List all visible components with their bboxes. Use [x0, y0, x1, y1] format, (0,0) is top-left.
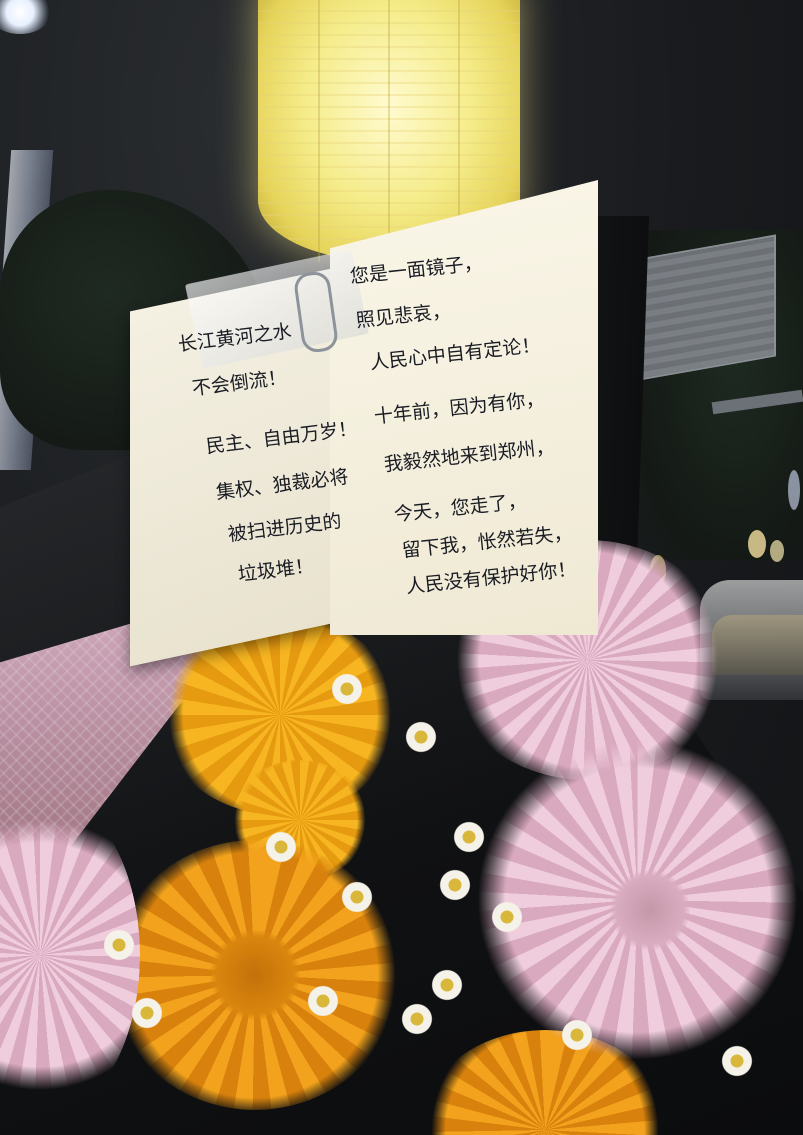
daisy: [560, 1018, 594, 1052]
note-card-right-page: [330, 180, 598, 635]
daisy: [404, 720, 438, 754]
daisy: [400, 1002, 434, 1036]
handwritten-note-card: 长江黄河之水 不会倒流！ 民主、自由万岁！ 集权、独裁必将 被扫进历史的 垃圾堆…: [130, 180, 600, 667]
daisy: [102, 928, 136, 962]
lantern-rib: [458, 0, 460, 262]
flower-center: [210, 930, 300, 1020]
lantern-rib: [388, 0, 390, 262]
daisy: [720, 1044, 754, 1078]
daisy: [340, 880, 374, 914]
daisy: [430, 968, 464, 1002]
daisy: [330, 672, 364, 706]
bokeh-light: [788, 470, 800, 510]
street-light: [0, 0, 52, 34]
flower-center: [610, 870, 690, 950]
daisy: [130, 996, 164, 1030]
daisy: [438, 868, 472, 902]
lantern-rib: [318, 0, 320, 262]
bokeh-light: [748, 530, 766, 558]
daisy: [306, 984, 340, 1018]
daisy: [264, 830, 298, 864]
daisy: [490, 900, 524, 934]
daisy: [452, 820, 486, 854]
bokeh-light: [770, 540, 784, 562]
